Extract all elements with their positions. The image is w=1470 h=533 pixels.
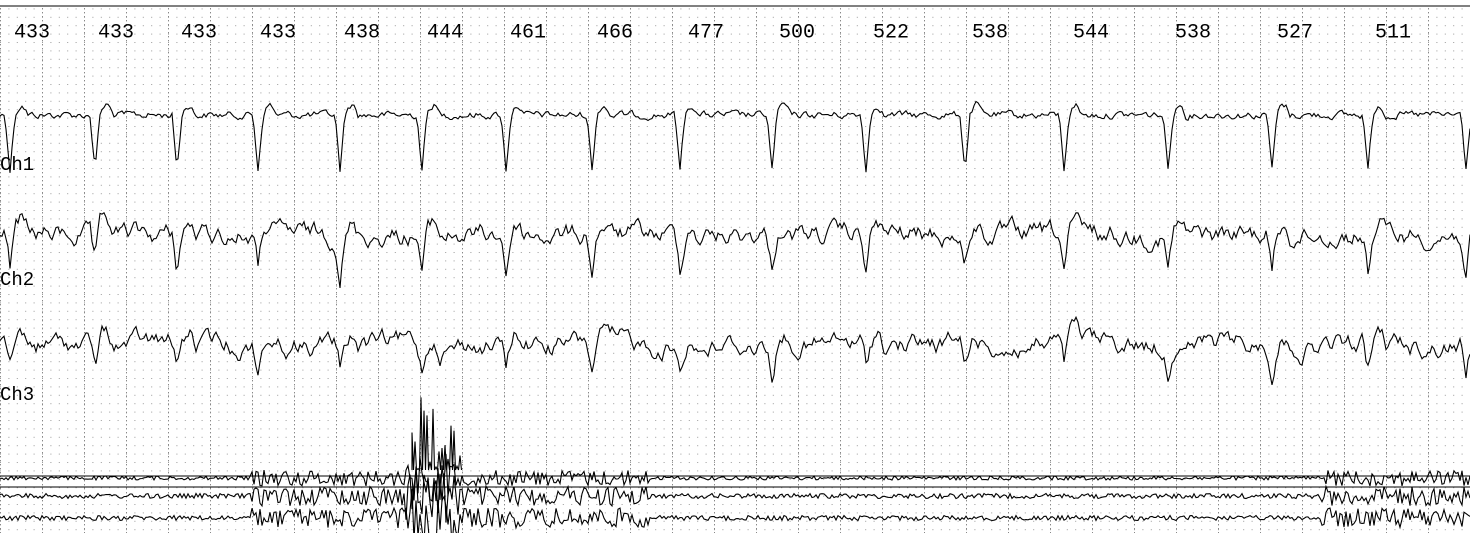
channel-label: Ch1 — [0, 154, 34, 176]
interval-label: 433 — [181, 21, 217, 44]
interval-label: 433 — [98, 21, 134, 44]
trace-aux2 — [0, 469, 1470, 523]
interval-label: 433 — [260, 21, 296, 44]
trace-burst — [411, 397, 463, 473]
trace-ch3 — [0, 315, 1470, 386]
interval-label: 477 — [688, 21, 724, 44]
trace-ch2 — [0, 211, 1470, 288]
interval-label: 466 — [597, 21, 633, 44]
interval-label: 444 — [427, 21, 463, 44]
trace-aux1 — [0, 454, 1470, 502]
trace-aux3 — [0, 488, 1470, 533]
interval-label: 522 — [873, 21, 909, 44]
interval-label: 527 — [1277, 21, 1313, 44]
grid-major — [0, 6, 1470, 533]
interval-label: 538 — [1175, 21, 1211, 44]
channel-label: Ch3 — [0, 384, 34, 406]
trace-ch1 — [0, 100, 1470, 173]
interval-label: 500 — [779, 21, 815, 44]
interval-label: 544 — [1073, 21, 1109, 44]
interval-label: 511 — [1375, 21, 1411, 44]
interval-label: 461 — [510, 21, 546, 44]
traces — [0, 100, 1470, 533]
channel-label: Ch2 — [0, 269, 34, 291]
interval-label: 438 — [344, 21, 380, 44]
interval-label: 538 — [972, 21, 1008, 44]
interval-label: 433 — [14, 21, 50, 44]
interval-labels: 433 433 433 433 438 444 461 466 477 500 522 538 544 5… — [14, 21, 1411, 44]
